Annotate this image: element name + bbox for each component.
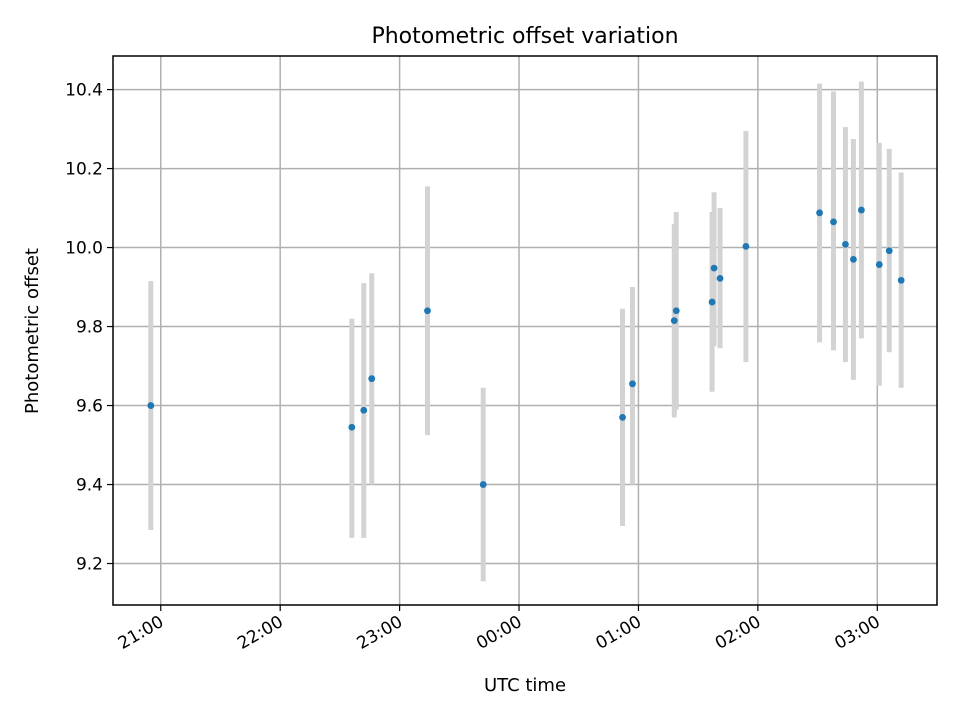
grid [113,56,937,605]
data-point [424,307,431,315]
x-tick-label: 21:00 [115,612,167,654]
x-tick-label: 01:00 [593,612,645,654]
y-tick-label: 10.2 [65,160,103,180]
data-point [479,481,487,488]
x-tick-label: 23:00 [354,612,406,654]
data-points [147,206,905,488]
data-point [850,256,857,263]
y-tick-label: 10.4 [65,81,103,101]
data-point [348,423,356,431]
data-point [842,240,849,248]
y-tick-label: 9.8 [76,318,103,338]
data-point [857,206,865,214]
x-tick-label: 22:00 [234,612,286,654]
x-tick-label: 03:00 [831,612,883,654]
data-point [716,274,724,282]
x-tick-label: 00:00 [473,612,525,654]
data-point [672,307,680,315]
data-point [368,375,376,383]
data-point [742,242,750,250]
data-point [875,261,883,268]
x-axis-label: UTC time [484,675,566,696]
y-tick-label: 9.4 [76,476,103,496]
data-point [619,413,626,421]
error-bars [148,81,904,582]
data-point [629,380,636,388]
axis-ticks: 9.2 9.4 9.6 9.8 10.0 10.2 10.4 21:00 22:00 23:00 0… [65,81,884,654]
data-point [708,298,716,306]
chart-title: Photometric offset variation [371,24,678,49]
y-axis-label: Photometric offset [22,248,43,414]
data-point [710,264,718,272]
y-tick-label: 10.0 [65,239,103,259]
y-tick-label: 9.2 [76,555,103,575]
data-point [897,276,905,284]
plot-frame [112,55,938,606]
data-point [885,247,893,255]
data-point [670,317,678,325]
y-tick-label: 9.6 [76,397,103,417]
data-point [830,218,837,226]
data-point [816,209,823,217]
data-point [147,402,155,409]
data-point [360,406,368,414]
x-tick-label: 02:00 [712,612,764,654]
